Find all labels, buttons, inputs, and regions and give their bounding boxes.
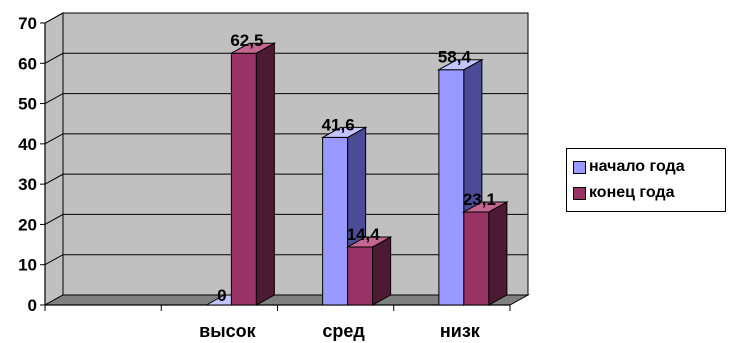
y-axis-tick-labels: 0 10 20 30 40 50 60 70 xyxy=(18,14,37,315)
axes xyxy=(40,22,511,311)
bar-top xyxy=(229,42,277,54)
y-tick-label: 30 xyxy=(18,175,37,194)
bar-front xyxy=(438,69,465,306)
y-tick-label: 10 xyxy=(18,256,37,275)
bar-side xyxy=(488,201,508,306)
category-label: низк xyxy=(440,321,481,341)
category-label: высок xyxy=(199,321,256,341)
bar-front xyxy=(463,211,490,306)
legend-item-series-2: конец года xyxy=(573,181,725,205)
gridline xyxy=(44,12,528,24)
legend-swatch-series-1 xyxy=(573,160,586,174)
bar-top xyxy=(436,59,484,71)
bar-side xyxy=(372,236,392,306)
legend-label-series-1: начало года xyxy=(589,158,685,175)
bar-top xyxy=(461,201,509,213)
legend: начало года конец года xyxy=(566,148,726,212)
legend-label-series-2: конец года xyxy=(589,184,675,201)
data-label: 0 xyxy=(217,286,226,305)
data-labels: 0 41,6 58,4 62,5 14,4 23,1 xyxy=(217,31,496,305)
bar-front xyxy=(347,246,374,306)
data-label: 14,4 xyxy=(347,225,381,244)
data-label: 41,6 xyxy=(322,115,355,134)
side-wall xyxy=(44,12,64,306)
gridlines xyxy=(44,12,528,266)
y-tick-label: 70 xyxy=(18,14,37,33)
bar-конец года-сред xyxy=(345,236,393,306)
gridline xyxy=(44,213,528,225)
data-label: 62,5 xyxy=(230,31,263,50)
gridline xyxy=(44,173,528,185)
y-tick-label: 20 xyxy=(18,215,37,234)
y-tick-label: 50 xyxy=(18,95,37,114)
data-label: 23,1 xyxy=(463,190,496,209)
gridline xyxy=(44,52,528,64)
gridline xyxy=(44,93,528,105)
x-axis-category-labels: высок сред низк xyxy=(199,321,481,341)
bar-конец года-высок xyxy=(229,42,277,306)
y-tick-label: 60 xyxy=(18,54,37,73)
gridline xyxy=(44,133,528,145)
legend-swatch-series-2 xyxy=(573,186,586,200)
bar-front xyxy=(230,52,257,306)
bar-top xyxy=(320,126,368,138)
y-tick-label: 40 xyxy=(18,135,37,154)
bar-side xyxy=(255,42,275,306)
bar-конец года-низк xyxy=(461,201,509,306)
bar-front xyxy=(322,136,349,306)
bars xyxy=(204,42,509,306)
legend-item-series-1: начало года xyxy=(573,155,725,179)
bar-top xyxy=(345,236,393,248)
y-tick-label: 0 xyxy=(28,296,37,315)
data-label: 58,4 xyxy=(438,48,472,67)
category-label: сред xyxy=(322,321,365,341)
